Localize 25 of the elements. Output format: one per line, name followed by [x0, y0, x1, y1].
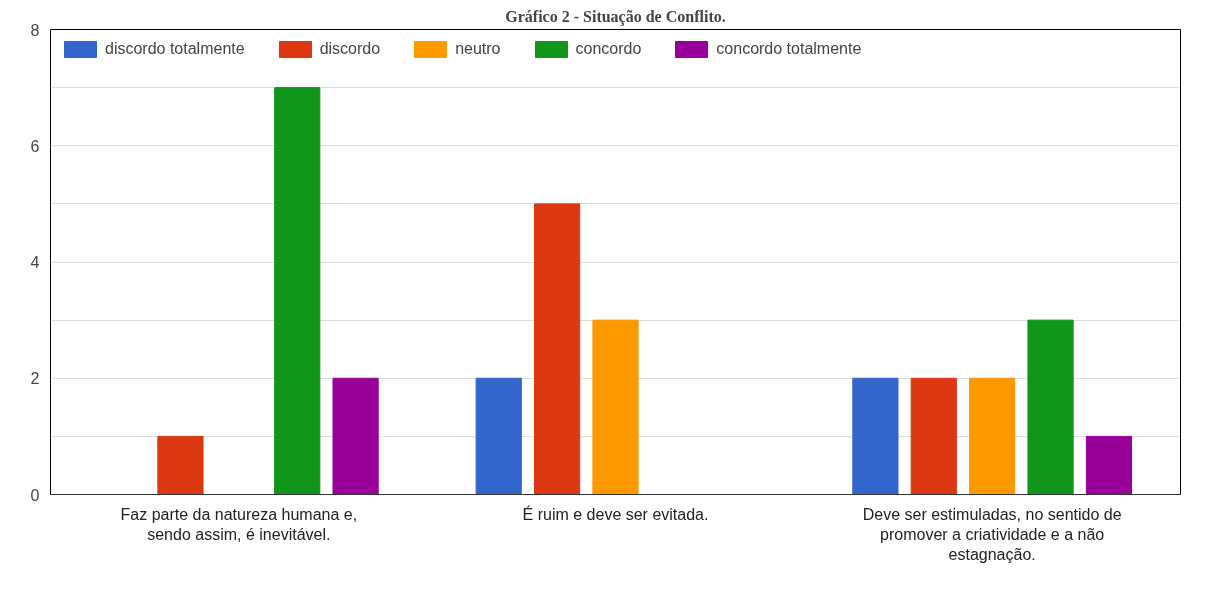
bar [534, 203, 581, 495]
bar [157, 435, 204, 495]
bar [1027, 319, 1074, 495]
legend-label: discordo totalmente [105, 40, 245, 58]
x-tick-label: Deve ser estimuladas, no sentido de promover a criatividade e a não estagnação. [862, 505, 1122, 564]
bar [274, 87, 321, 495]
legend-label: concordo totalmente [716, 40, 862, 58]
bar [592, 319, 639, 495]
y-tick-label: 4 [30, 254, 40, 271]
y-tick-label: 6 [30, 137, 40, 155]
bar [475, 377, 522, 495]
bar [910, 377, 957, 495]
bar [852, 377, 899, 495]
y-tick-label: 0 [30, 486, 40, 504]
x-tick-label: É ruim e deve ser evitada. [522, 504, 709, 523]
x-tick-label: Faz parte da natureza humana e, sendo assim, é inevitável. [120, 505, 358, 543]
bar [1085, 435, 1133, 495]
chart-title: Gráfico 2 - Situação de Conflito. [505, 7, 726, 26]
legend-label: concordo [575, 40, 642, 58]
y-tick-label: 2 [30, 370, 40, 388]
legend-label: discordo [319, 40, 381, 58]
bar [332, 377, 379, 495]
bar [969, 377, 1016, 495]
legend-label: neutro [455, 40, 501, 58]
y-tick-label: 8 [30, 21, 40, 39]
